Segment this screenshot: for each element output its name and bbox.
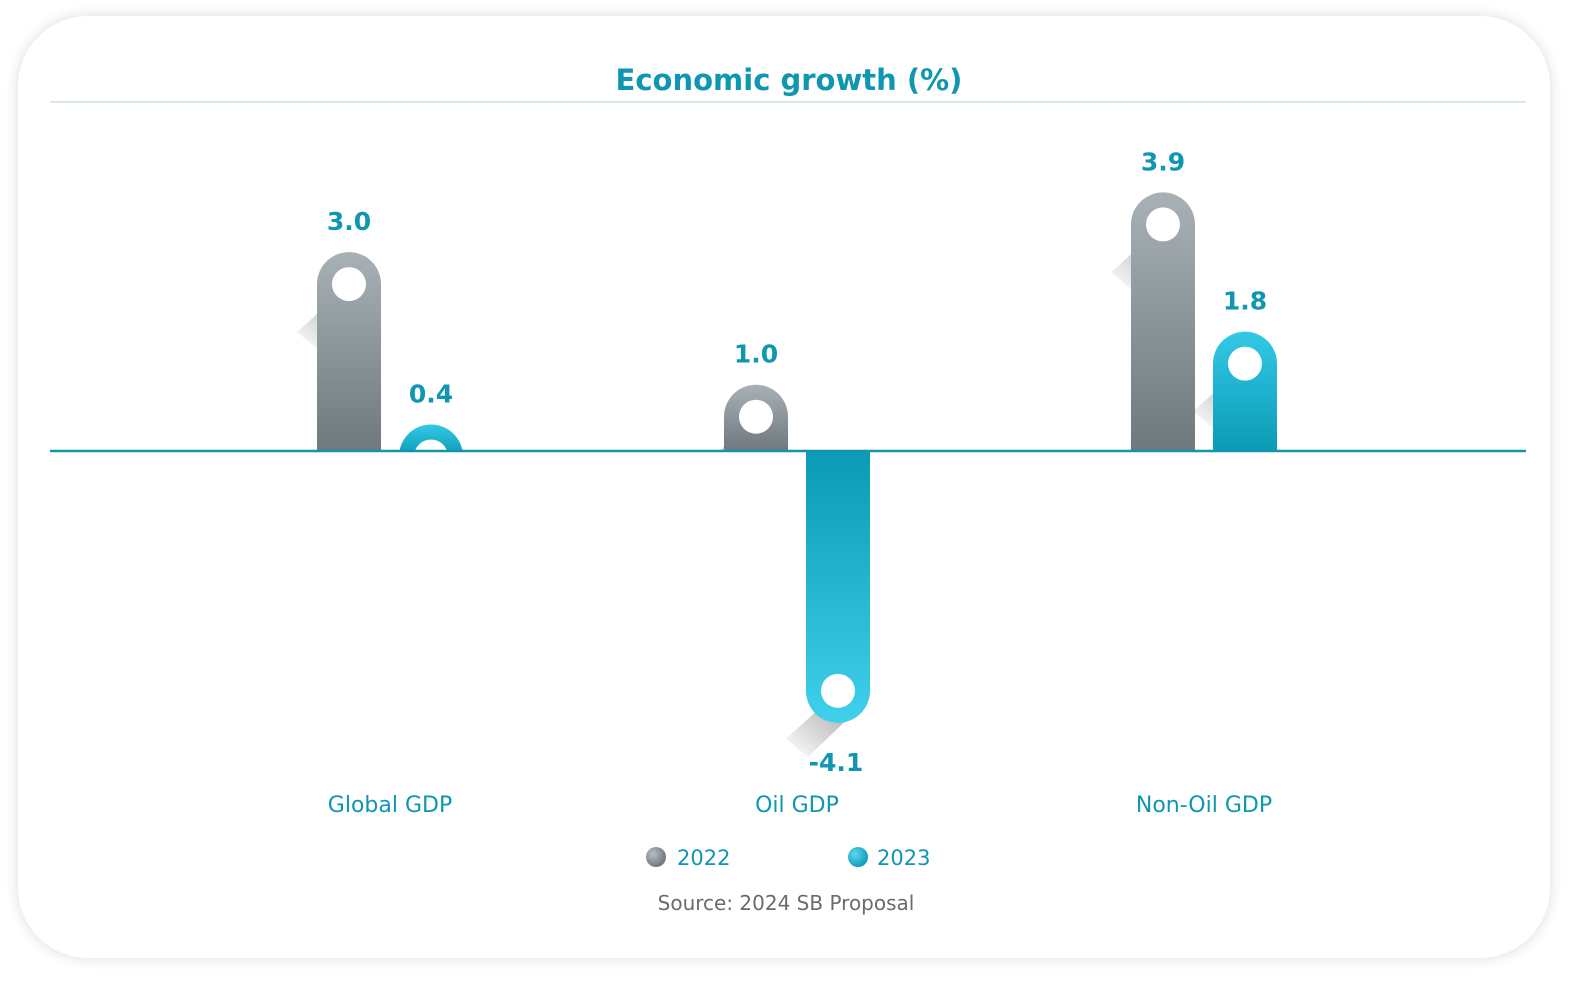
bar-2022-oil-gdp	[719, 384, 788, 451]
bar-knob	[1228, 346, 1262, 381]
bar-knob	[821, 673, 855, 708]
legend-2023-swatch	[848, 847, 868, 867]
bar-2023-oil-gdp	[786, 451, 870, 757]
bar-2023-non-oil-gdp	[1193, 331, 1277, 451]
category-label: Oil GDP	[755, 793, 839, 818]
value-label: 1.0	[734, 340, 778, 369]
bar-body	[317, 252, 381, 451]
bars-layer	[297, 192, 1277, 757]
legend-2023-label: 2023	[877, 846, 930, 870]
legend: 2022 2023	[646, 846, 930, 870]
bar-2022-non-oil-gdp	[1111, 192, 1195, 451]
value-label: 0.4	[409, 379, 453, 408]
category-label: Non-Oil GDP	[1136, 793, 1272, 818]
bar-2023-global-gdp	[379, 424, 463, 522]
bar-knob	[414, 439, 448, 451]
value-label: -4.1	[809, 748, 864, 777]
value-label: 1.8	[1223, 287, 1267, 316]
bar-body	[806, 451, 870, 723]
bar-knob	[332, 267, 366, 302]
value-label: 3.9	[1141, 147, 1185, 176]
value-label: 3.0	[327, 207, 371, 236]
legend-2022-label: 2022	[677, 846, 730, 870]
bar-2022-global-gdp	[297, 252, 381, 451]
category-label: Global GDP	[328, 793, 452, 818]
bar-knob	[1146, 207, 1180, 242]
legend-2022-swatch	[646, 847, 666, 867]
chart-title: Economic growth (%)	[616, 63, 963, 97]
bar-shadow	[379, 464, 445, 522]
chart-card	[18, 16, 1550, 958]
bar-body	[1131, 192, 1195, 451]
source-note: Source: 2024 SB Proposal	[658, 891, 915, 915]
bar-knob	[739, 399, 773, 434]
labels-layer: 3.0 1.0 3.9 0.4 -4.1 1.8 Global GDP Oil GDP Non-…	[327, 147, 1272, 818]
bar-body	[399, 424, 463, 451]
